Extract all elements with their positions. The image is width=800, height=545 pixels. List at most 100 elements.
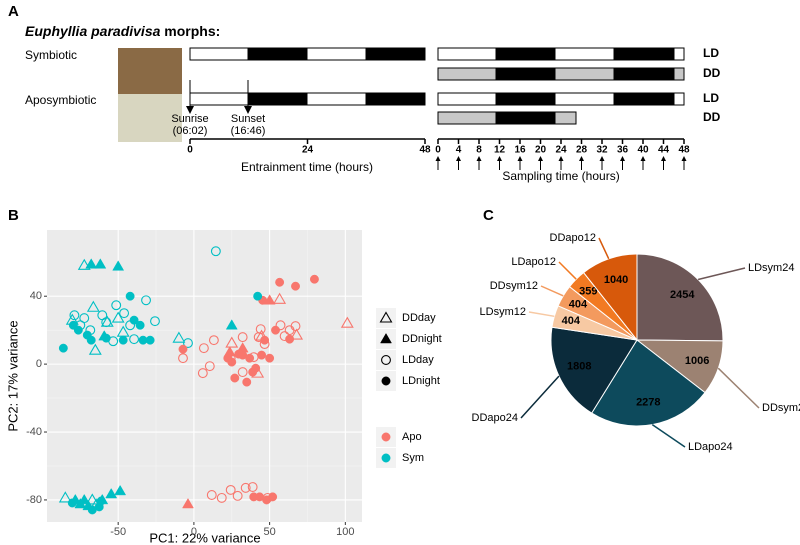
category-label: DDapo12 xyxy=(550,232,596,244)
point xyxy=(145,335,155,345)
point xyxy=(271,325,280,335)
tick-label: 28 xyxy=(576,145,588,156)
point xyxy=(208,335,219,346)
condition: LD xyxy=(703,91,719,105)
legend-symbol xyxy=(380,333,392,344)
bar-segment xyxy=(554,67,615,81)
panel-label: A xyxy=(8,3,19,20)
point xyxy=(178,353,188,364)
legend-key xyxy=(376,308,396,328)
photo-symbiotic xyxy=(118,48,182,94)
leader-line xyxy=(717,367,760,409)
row-label: Aposymbiotic xyxy=(25,93,96,107)
point xyxy=(67,498,77,508)
point xyxy=(230,373,240,383)
arrowhead xyxy=(599,156,605,161)
point xyxy=(86,335,96,345)
point xyxy=(260,335,270,345)
y-axis-title: PC2: 17% variance xyxy=(5,320,20,431)
arrowhead xyxy=(558,156,564,161)
point xyxy=(197,368,208,379)
point xyxy=(112,260,125,271)
value-label: 1808 xyxy=(567,361,591,373)
point xyxy=(178,344,188,354)
point xyxy=(210,246,221,257)
legend-key xyxy=(376,350,396,370)
x-axis-title: PC1: 22% variance xyxy=(149,530,260,545)
tick-label: 24 xyxy=(555,145,567,156)
tick-label: 20 xyxy=(535,145,547,156)
diagram-title: Euphyllia paradivisa morphs: xyxy=(25,23,220,39)
point xyxy=(88,343,102,355)
bar-segment xyxy=(673,67,685,81)
tick-label: 24 xyxy=(302,145,314,156)
bar-segment xyxy=(365,92,426,106)
leader-line xyxy=(540,285,564,297)
tick-label: 48 xyxy=(419,145,431,156)
point xyxy=(58,491,72,503)
bar-segment xyxy=(247,47,308,61)
point xyxy=(73,325,83,335)
leader-line xyxy=(520,375,560,419)
bar-segment xyxy=(495,47,556,61)
point xyxy=(268,492,278,502)
bar-segment xyxy=(437,111,497,125)
leader-line xyxy=(528,311,555,318)
panel-label: B xyxy=(8,207,19,224)
bar-segment xyxy=(495,67,556,81)
point xyxy=(74,498,87,509)
category-label: LDsym12 xyxy=(480,306,526,318)
category-label: DDsym12 xyxy=(490,280,538,292)
tick-label: 40 xyxy=(637,145,649,156)
value-label: 404 xyxy=(569,299,588,311)
legend-symbol xyxy=(379,311,393,323)
x-tick-label: 50 xyxy=(263,526,275,538)
tick-label: 12 xyxy=(494,145,506,156)
point xyxy=(111,311,125,323)
tick-label: 8 xyxy=(476,145,482,156)
category-label: DDsym24 xyxy=(762,402,800,414)
point xyxy=(129,334,140,345)
row-label: Symbiotic xyxy=(25,48,77,62)
point xyxy=(237,367,248,378)
point xyxy=(58,343,68,353)
point xyxy=(249,492,259,502)
x-tick-label: -50 xyxy=(110,526,126,538)
bar-segment xyxy=(437,92,497,106)
point xyxy=(119,308,130,319)
sunrise-time: (06:02) xyxy=(173,125,208,137)
leader-line xyxy=(598,237,610,260)
point xyxy=(290,328,304,340)
photo-aposymbiotic xyxy=(118,94,182,142)
arrowhead xyxy=(497,156,502,161)
panel-label: C xyxy=(483,207,494,224)
value-label: 2278 xyxy=(636,397,660,409)
arrowhead xyxy=(620,156,625,161)
point xyxy=(77,258,91,270)
tick-label: 0 xyxy=(187,145,193,156)
arrowhead xyxy=(681,156,687,161)
y-tick-label: 0 xyxy=(36,358,42,370)
arrowhead xyxy=(579,156,584,161)
point xyxy=(340,316,354,328)
bar-segment xyxy=(306,92,367,106)
arrowhead xyxy=(661,156,666,161)
leader-line xyxy=(697,267,746,281)
bar-segment xyxy=(247,92,308,106)
pie-slice xyxy=(590,339,706,427)
point xyxy=(206,490,217,500)
point xyxy=(273,292,287,304)
category-label: LDsym24 xyxy=(748,262,794,274)
y-tick-label: -80 xyxy=(26,494,42,506)
arrowhead xyxy=(538,156,543,161)
tick-label: 44 xyxy=(658,145,670,156)
bar-segment xyxy=(306,47,367,61)
point xyxy=(290,321,301,332)
value-label: 359 xyxy=(579,285,597,297)
leader-line xyxy=(558,261,577,280)
leader-line xyxy=(651,424,686,448)
point xyxy=(182,498,194,509)
arrowhead xyxy=(435,156,441,161)
bar-segment xyxy=(673,92,685,106)
